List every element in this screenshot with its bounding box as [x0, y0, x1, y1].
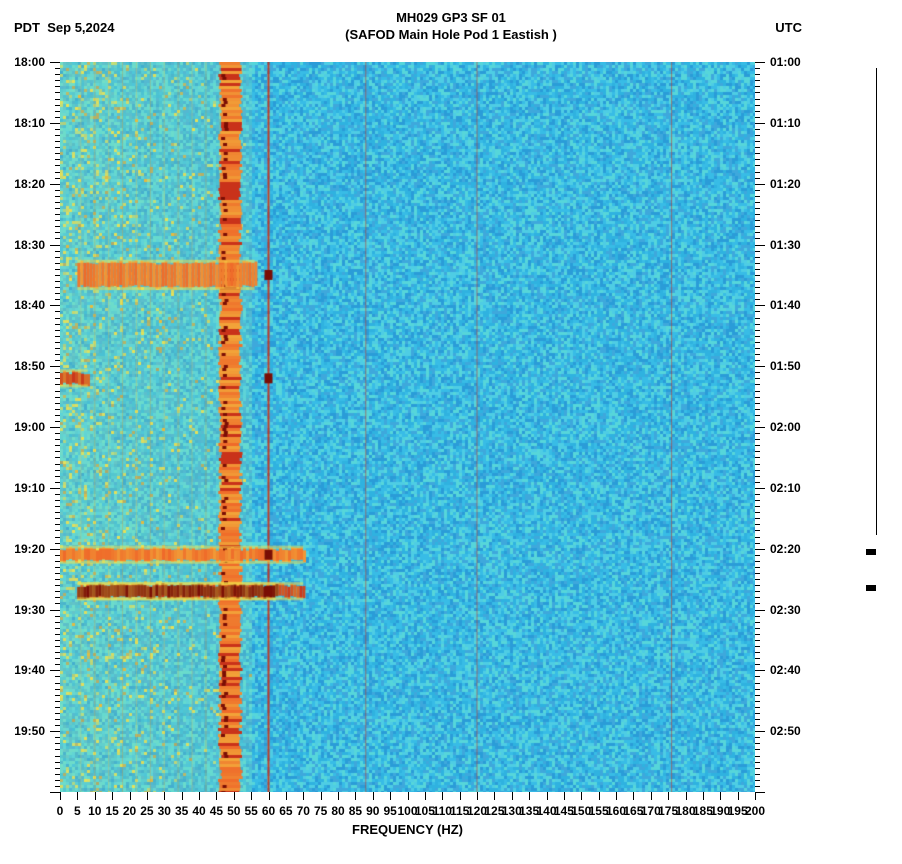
x-tick-label: 15 [105, 804, 118, 818]
x-tick-label: 45 [210, 804, 223, 818]
x-tick-label: 10 [88, 804, 101, 818]
right-timezone: UTC [775, 20, 802, 35]
x-tick-label: 20 [123, 804, 136, 818]
y-tick-label: 18:40 [14, 298, 45, 312]
y-tick-label: 18:20 [14, 177, 45, 191]
x-tick-label: 25 [140, 804, 153, 818]
y-tick-label: 02:30 [770, 603, 801, 617]
y-tick-label: 19:30 [14, 603, 45, 617]
y-tick-label: 02:10 [770, 481, 801, 495]
title-line-2: (SAFOD Main Hole Pod 1 Eastish ) [345, 27, 557, 44]
y-axis-right: 01:0001:1001:2001:3001:4001:5002:0002:10… [755, 62, 815, 792]
y-tick-label: 18:30 [14, 238, 45, 252]
x-tick-label: 75 [314, 804, 327, 818]
x-tick-label: 5 [74, 804, 81, 818]
y-axis-left: 18:0018:1018:2018:3018:4018:5019:0019:10… [0, 62, 60, 792]
chart-header: PDT Sep 5,2024 MH029 GP3 SF 01 (SAFOD Ma… [0, 10, 902, 50]
x-tick-label: 95 [383, 804, 396, 818]
side-event-marks [870, 62, 890, 792]
x-tick-label: 70 [297, 804, 310, 818]
x-tick-label: 35 [175, 804, 188, 818]
x-tick-label: 30 [158, 804, 171, 818]
x-tick-label: 90 [366, 804, 379, 818]
y-tick-label: 19:20 [14, 542, 45, 556]
y-tick-label: 19:40 [14, 663, 45, 677]
side-event-mark [866, 585, 876, 591]
header-date: Sep 5,2024 [47, 20, 114, 35]
y-tick-label: 01:50 [770, 359, 801, 373]
y-tick-label: 18:00 [14, 55, 45, 69]
x-tick-label: 60 [262, 804, 275, 818]
side-event-mark [866, 549, 876, 555]
x-tick-label: 55 [244, 804, 257, 818]
x-axis-title: FREQUENCY (HZ) [352, 822, 463, 837]
title-line-1: MH029 GP3 SF 01 [345, 10, 557, 27]
y-tick-label: 01:20 [770, 177, 801, 191]
y-tick-label: 19:50 [14, 724, 45, 738]
y-tick-label: 18:10 [14, 116, 45, 130]
x-tick-label: 200 [745, 804, 765, 818]
x-tick-label: 50 [227, 804, 240, 818]
y-tick-label: 19:10 [14, 481, 45, 495]
spectrogram-canvas [60, 62, 755, 792]
y-tick-label: 19:00 [14, 420, 45, 434]
y-tick-label: 02:50 [770, 724, 801, 738]
x-tick-label: 40 [192, 804, 205, 818]
y-tick-label: 01:10 [770, 116, 801, 130]
x-tick-label: 85 [349, 804, 362, 818]
x-tick-label: 65 [279, 804, 292, 818]
y-tick-label: 01:00 [770, 55, 801, 69]
header-center: MH029 GP3 SF 01 (SAFOD Main Hole Pod 1 E… [345, 10, 557, 44]
y-tick-label: 01:30 [770, 238, 801, 252]
left-timezone: PDT [14, 20, 40, 35]
header-left: PDT Sep 5,2024 [14, 20, 114, 35]
x-tick-label: 80 [331, 804, 344, 818]
y-tick-label: 02:20 [770, 542, 801, 556]
y-tick-label: 01:40 [770, 298, 801, 312]
y-tick-label: 18:50 [14, 359, 45, 373]
y-tick-label: 02:40 [770, 663, 801, 677]
x-tick-label: 0 [57, 804, 64, 818]
spectrogram-plot [60, 62, 755, 792]
x-axis: 0510152025303540455055606570758085909510… [60, 792, 755, 852]
y-tick-label: 02:00 [770, 420, 801, 434]
